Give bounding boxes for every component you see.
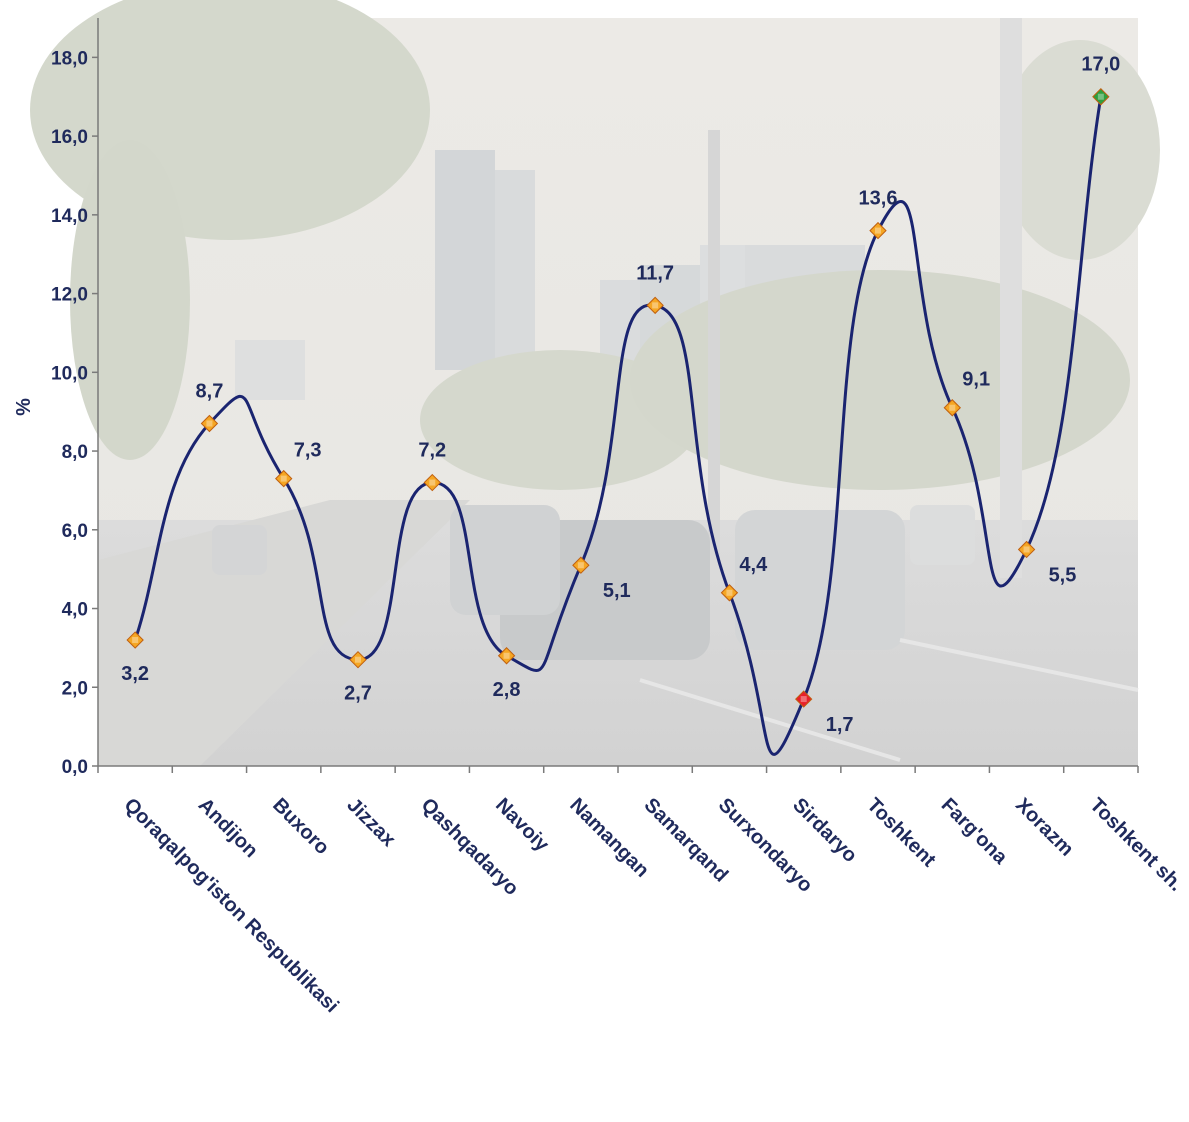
data-marker-highlight — [206, 420, 213, 427]
data-marker-highlight — [280, 475, 287, 482]
y-tick-label: 8,0 — [62, 442, 88, 463]
data-marker — [1017, 540, 1036, 559]
series-line — [133, 96, 1103, 756]
data-marker — [646, 296, 664, 315]
data-marker-highlight — [132, 637, 139, 644]
category-label: Toshkent sh. — [1085, 794, 1187, 896]
data-label: 2,7 — [344, 683, 372, 705]
y-tick-label: 4,0 — [62, 600, 88, 621]
data-marker-highlight — [949, 404, 956, 411]
category-label: Toshkent — [862, 794, 940, 872]
data-marker-highlight — [652, 302, 659, 309]
data-label: 1,7 — [826, 714, 854, 736]
y-tick-label: 14,0 — [51, 206, 88, 227]
category-label: Jizzax — [342, 794, 399, 851]
data-label: 3,2 — [121, 663, 149, 685]
y-tick-label: 16,0 — [51, 127, 88, 148]
data-marker — [200, 414, 219, 433]
y-axis-ticks: 0,0 2,0 4,0 6,0 8,0 10,0 12,0 14,0 16,0 18,0 — [51, 48, 98, 778]
data-marker-highlight — [429, 479, 436, 486]
data-marker-highlight — [503, 652, 510, 659]
data-marker — [423, 473, 441, 492]
data-marker-highlight — [1023, 546, 1030, 553]
data-marker — [349, 650, 367, 669]
data-marker-highlight — [577, 562, 584, 569]
data-marker — [795, 690, 813, 708]
data-marker-highlight — [1097, 93, 1104, 100]
category-label: Buxoro — [268, 794, 333, 859]
category-label: Farg'ona — [937, 794, 1012, 869]
data-label: 11,7 — [636, 262, 674, 284]
data-marker-highlight — [800, 696, 807, 703]
category-label: Andijon — [194, 794, 262, 862]
y-tick-label: 2,0 — [62, 678, 88, 699]
data-marker — [497, 647, 516, 665]
data-label: 5,1 — [603, 580, 631, 602]
data-marker-highlight — [726, 589, 733, 596]
data-label: 7,3 — [294, 440, 322, 462]
data-label: 7,2 — [418, 440, 446, 462]
category-label: Navoiy — [491, 794, 554, 857]
x-axis-ticks — [97, 766, 1139, 773]
data-label: 4,4 — [739, 554, 768, 576]
data-marker-highlight — [355, 656, 361, 663]
data-label: 9,1 — [962, 369, 990, 391]
background-photo — [30, 0, 1160, 766]
data-label: 13,6 — [859, 188, 898, 210]
data-marker — [720, 584, 739, 602]
data-marker — [869, 221, 887, 240]
data-label: 17,0 — [1081, 54, 1120, 76]
y-tick-label: 18,0 — [51, 48, 88, 69]
data-markers — [126, 88, 1110, 708]
y-tick-label: 10,0 — [51, 363, 88, 384]
data-marker — [275, 469, 293, 488]
y-tick-label: 0,0 — [62, 757, 88, 778]
data-marker — [1092, 88, 1110, 106]
data-label: 2,8 — [493, 679, 521, 701]
data-marker-highlight — [875, 227, 881, 234]
data-label: 5,5 — [1049, 564, 1077, 586]
category-label: Namangan — [565, 794, 653, 882]
y-tick-label: 12,0 — [51, 285, 88, 306]
data-labels: 3,2 8,7 7,3 2,7 7,2 2,8 5,1 11,7 4,4 1,7 13,6 9,1 5,… — [121, 54, 1120, 736]
y-tick-label: 6,0 — [62, 521, 88, 542]
data-marker — [572, 556, 590, 574]
data-label: 8,7 — [196, 380, 224, 402]
data-marker — [943, 399, 961, 417]
category-label: Sirdaryo — [788, 794, 861, 867]
data-marker — [126, 631, 144, 649]
y-axis-label: % — [13, 398, 35, 416]
category-label: Xorazm — [1011, 794, 1078, 861]
